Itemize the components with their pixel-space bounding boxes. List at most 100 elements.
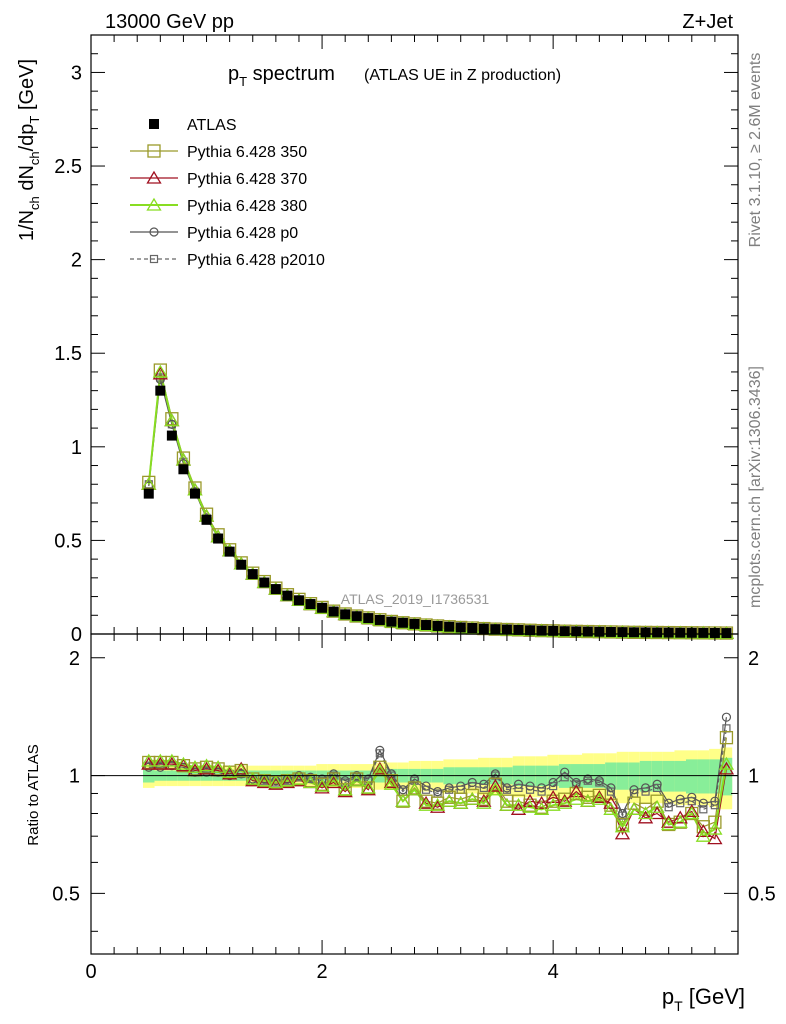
ratio-point-p0 bbox=[513, 779, 524, 789]
ratio-point-p0 bbox=[155, 762, 165, 772]
top-point-atlas bbox=[189, 488, 200, 499]
top-y-tick-label: 2.5 bbox=[54, 156, 82, 178]
main-title-p: p bbox=[228, 63, 239, 85]
legend: ATLAS Pythia 6.428 350 Pythia 6.428 370 Pyt… bbox=[130, 117, 325, 269]
top-point-atlas bbox=[582, 626, 593, 637]
top-point-atlas bbox=[374, 614, 385, 625]
top-point-atlas bbox=[721, 628, 732, 639]
ratio-point-p370 bbox=[718, 761, 735, 775]
ratio-point-p370 bbox=[279, 775, 296, 789]
side-label-source: mcplots.cern.ch [arXiv:1306.3436] bbox=[747, 366, 764, 608]
top-point-atlas bbox=[652, 627, 663, 638]
ratio-point-p350 bbox=[615, 817, 630, 832]
ratio-point-p380 bbox=[187, 759, 203, 773]
ratio-point-p350 bbox=[384, 774, 399, 788]
legend-marker-p0 bbox=[149, 227, 159, 237]
ratio-point-p350 bbox=[326, 772, 341, 786]
ratio-point-p380 bbox=[614, 819, 631, 833]
top-point-atlas bbox=[224, 546, 235, 557]
top-point-atlas bbox=[629, 627, 640, 638]
x-tick-label: 0 bbox=[85, 961, 96, 983]
ratio-point-p0 bbox=[664, 798, 674, 808]
ratio-point-p0 bbox=[467, 777, 477, 788]
ratio-point-p0 bbox=[548, 777, 558, 788]
top-point-atlas bbox=[259, 577, 270, 588]
ratio-point-p0 bbox=[525, 781, 535, 791]
ratio-point-p350 bbox=[708, 815, 722, 829]
band-inner-bin bbox=[651, 760, 663, 792]
ratio-point-p0 bbox=[698, 798, 708, 808]
ratio-point-p0 bbox=[687, 792, 697, 802]
ratio-point-p370 bbox=[614, 826, 631, 840]
ratio-point-p380 bbox=[684, 806, 700, 820]
ratio-point-p380 bbox=[603, 802, 619, 815]
legend-label-p2010: Pythia 6.428 p2010 bbox=[187, 252, 325, 269]
ratio-point-p370 bbox=[695, 824, 711, 838]
top-point-atlas bbox=[432, 620, 443, 631]
top-point-atlas bbox=[421, 620, 432, 631]
ratio-point-p380 bbox=[672, 814, 688, 828]
ratio-point-p2010 bbox=[560, 773, 569, 782]
ratio-point-p370 bbox=[649, 806, 665, 820]
top-point-atlas bbox=[282, 590, 293, 601]
ratio-point-p2010 bbox=[710, 801, 719, 810]
ratio-point-p0 bbox=[594, 776, 604, 786]
ratio-point-p0 bbox=[421, 781, 431, 791]
ratio-point-p370 bbox=[603, 795, 619, 809]
top-ylabel: 1/Nch dNch/dpT [GeV] bbox=[16, 59, 42, 241]
ratio-ylabel: Ratio to ATLAS bbox=[25, 744, 42, 845]
ratio-point-p370 bbox=[222, 766, 238, 780]
xlabel: pT [GeV] bbox=[662, 984, 745, 1014]
ratio-y-tick-label-right: 2 bbox=[748, 648, 759, 670]
ratio-point-p370 bbox=[291, 773, 307, 787]
ratio-point-p370 bbox=[360, 782, 376, 796]
ratio-point-p0 bbox=[629, 785, 639, 795]
analysis-watermark: ATLAS_2019_I1736531 bbox=[341, 591, 490, 607]
band-inner-bin bbox=[616, 762, 629, 790]
top-point-atlas bbox=[155, 385, 166, 396]
top-point-atlas bbox=[317, 602, 328, 613]
ratio-point-p370 bbox=[557, 793, 573, 807]
ratio-point-p0 bbox=[144, 762, 154, 772]
top-point-p350 bbox=[176, 451, 191, 465]
ratio-point-p380 bbox=[499, 797, 515, 811]
ratio-y-tick-label: 1 bbox=[69, 766, 80, 788]
ratio-point-p380 bbox=[210, 759, 226, 773]
band-inner-bin bbox=[686, 759, 698, 794]
top-point-atlas bbox=[166, 430, 177, 441]
header-left: 13000 GeV pp bbox=[105, 11, 234, 33]
ratio-point-p2010 bbox=[606, 787, 616, 796]
ratio-point-p370 bbox=[637, 810, 654, 824]
ratio-point-p2010 bbox=[549, 781, 558, 791]
top-point-atlas bbox=[305, 599, 316, 610]
band-inner-bin bbox=[709, 759, 721, 794]
top-point-atlas bbox=[397, 617, 408, 628]
top-point-atlas bbox=[363, 613, 374, 624]
ratio-point-p380 bbox=[291, 771, 307, 785]
ratio-point-p0 bbox=[652, 779, 662, 789]
ratio-point-p380 bbox=[245, 771, 261, 785]
ratio-point-p2010 bbox=[537, 787, 546, 796]
ratio-point-p0 bbox=[305, 772, 316, 782]
top-point-atlas bbox=[467, 623, 478, 634]
ratio-point-p2010 bbox=[421, 785, 431, 794]
legend-label-p350: Pythia 6.428 350 bbox=[187, 144, 307, 161]
ratio-point-p370 bbox=[418, 795, 434, 809]
ratio-point-p380 bbox=[707, 821, 723, 835]
ratio-point-p380 bbox=[464, 791, 480, 805]
ratio-point-p0 bbox=[375, 745, 385, 755]
ratio-point-p370 bbox=[661, 814, 677, 828]
ratio-point-p370 bbox=[476, 793, 492, 807]
ratio-point-p370 bbox=[487, 778, 504, 792]
ratio-point-p370 bbox=[429, 799, 446, 813]
top-point-atlas bbox=[247, 569, 258, 580]
top-point-atlas bbox=[178, 464, 189, 475]
band-inner-bin bbox=[662, 760, 675, 792]
top-point-atlas bbox=[444, 621, 455, 632]
top-y-tick-label: 3 bbox=[71, 62, 82, 84]
ratio-point-p370 bbox=[337, 784, 353, 798]
ratio-point-p380 bbox=[152, 753, 168, 767]
top-point-atlas bbox=[675, 627, 686, 638]
top-point-atlas bbox=[559, 626, 570, 637]
top-point-atlas bbox=[409, 618, 420, 629]
